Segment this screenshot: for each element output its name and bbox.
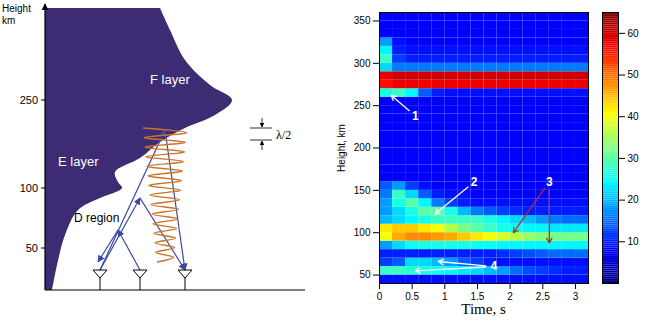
svg-text:250: 250 — [20, 94, 38, 106]
svg-text:100: 100 — [354, 227, 371, 238]
svg-text:200: 200 — [354, 142, 371, 153]
svg-text:100: 100 — [20, 182, 38, 194]
svg-text:4: 4 — [490, 259, 497, 273]
svg-text:1: 1 — [412, 109, 419, 123]
svg-text:10: 10 — [628, 236, 640, 247]
svg-text:km: km — [2, 15, 15, 26]
svg-text:30: 30 — [628, 153, 640, 164]
svg-text:F layer: F layer — [150, 72, 190, 87]
svg-text:150: 150 — [354, 185, 371, 196]
svg-text:0: 0 — [377, 291, 383, 302]
svg-text:λ/2: λ/2 — [276, 128, 291, 142]
svg-text:50: 50 — [359, 269, 371, 280]
svg-text:0.5: 0.5 — [405, 291, 419, 302]
svg-text:Height: Height — [2, 3, 31, 14]
svg-text:50: 50 — [26, 242, 38, 254]
svg-text:20: 20 — [628, 194, 640, 205]
svg-text:3: 3 — [546, 175, 553, 189]
svg-text:350: 350 — [354, 15, 371, 26]
svg-text:D region: D region — [74, 211, 119, 225]
svg-text:40: 40 — [628, 111, 640, 122]
svg-text:1.5: 1.5 — [471, 291, 485, 302]
svg-text:250: 250 — [354, 100, 371, 111]
svg-text:2: 2 — [507, 291, 513, 302]
html-text:Time, s: Time, s — [461, 301, 506, 317]
svg-text:1: 1 — [442, 291, 448, 302]
svg-text:60: 60 — [628, 28, 640, 39]
svg-text:E layer: E layer — [58, 154, 99, 169]
svg-text:Height, km: Height, km — [336, 124, 347, 172]
svg-text:3: 3 — [573, 291, 579, 302]
svg-text:300: 300 — [354, 58, 371, 69]
svg-text:2: 2 — [471, 175, 478, 189]
svg-text:50: 50 — [628, 69, 640, 80]
svg-text:2.5: 2.5 — [536, 291, 550, 302]
